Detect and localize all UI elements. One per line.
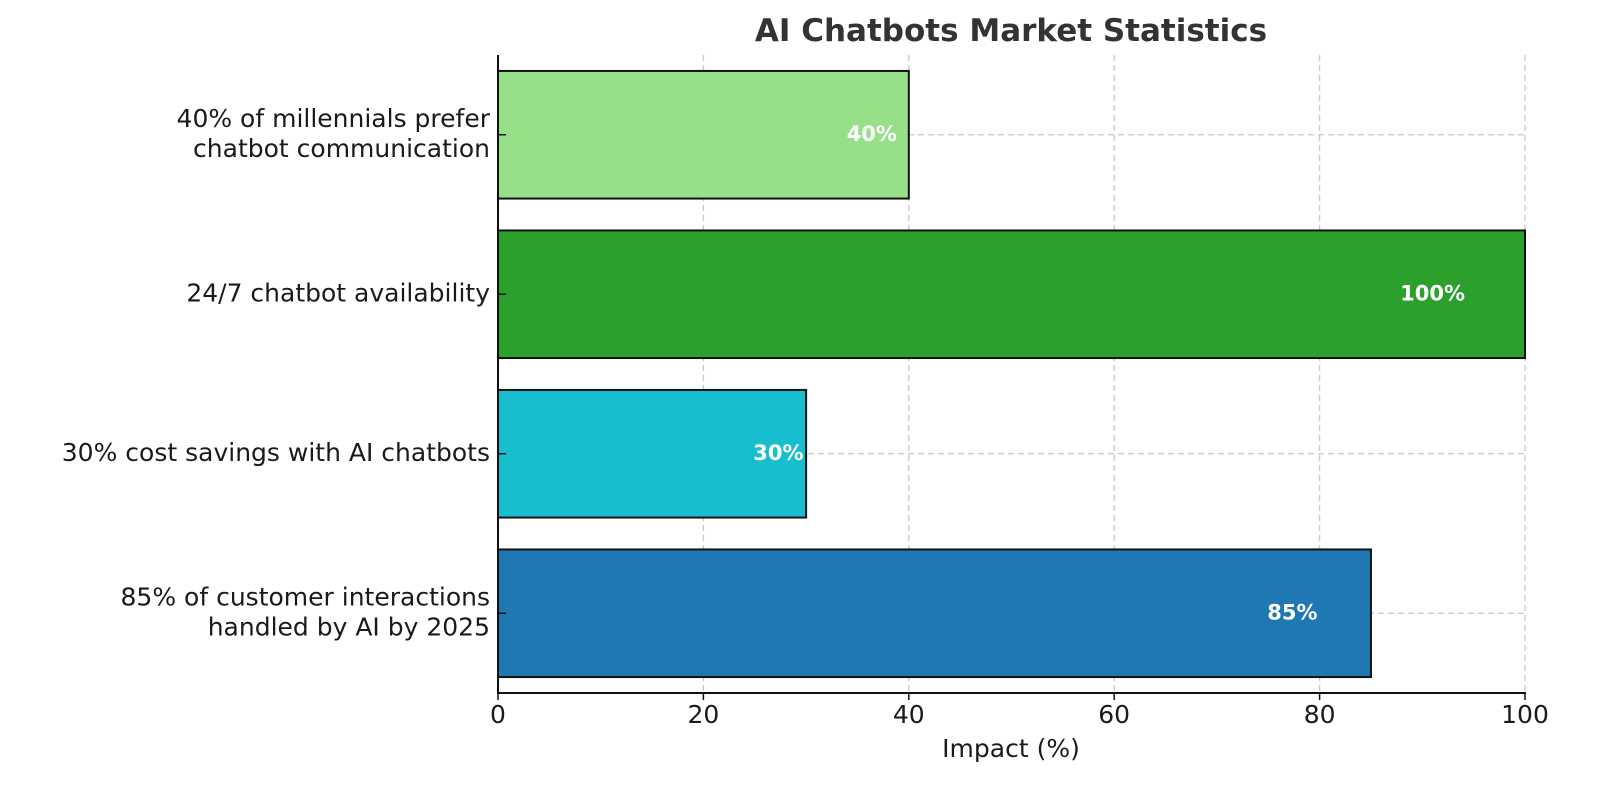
bars-layer [497, 69, 1526, 679]
x-tick-label: 100 [1501, 700, 1549, 729]
bar [497, 229, 1526, 360]
x-axis-label: Impact (%) [942, 734, 1080, 763]
bar-value-label: 40% [847, 122, 897, 146]
category-label: 24/7 chatbot availability [186, 278, 490, 307]
axes-layer [497, 55, 1526, 694]
category-label: 85% of customer interactions handled by A… [121, 582, 490, 641]
x-tick-label: 0 [490, 700, 506, 729]
chart-title: AI Chatbots Market Statistics [755, 13, 1267, 49]
category-label: 40% of millennials prefer chatbot communi… [177, 104, 491, 163]
x-tick-label: 80 [1304, 700, 1336, 729]
category-label: 30% cost savings with AI chatbots [62, 438, 490, 467]
bar-value-label: 30% [753, 441, 803, 465]
x-tick-label: 60 [1098, 700, 1130, 729]
ticks-layer: 0 20 40 60 80 100 [490, 134, 1549, 729]
bar [497, 548, 1372, 679]
labels-layer: 85% 30% 100% 40% 85% of customer interaction… [62, 104, 1465, 642]
bar [497, 388, 808, 519]
bar-value-label: 85% [1267, 600, 1317, 624]
x-tick-label: 20 [687, 700, 719, 729]
bar-value-label: 100% [1400, 281, 1465, 305]
x-tick-label: 40 [893, 700, 925, 729]
